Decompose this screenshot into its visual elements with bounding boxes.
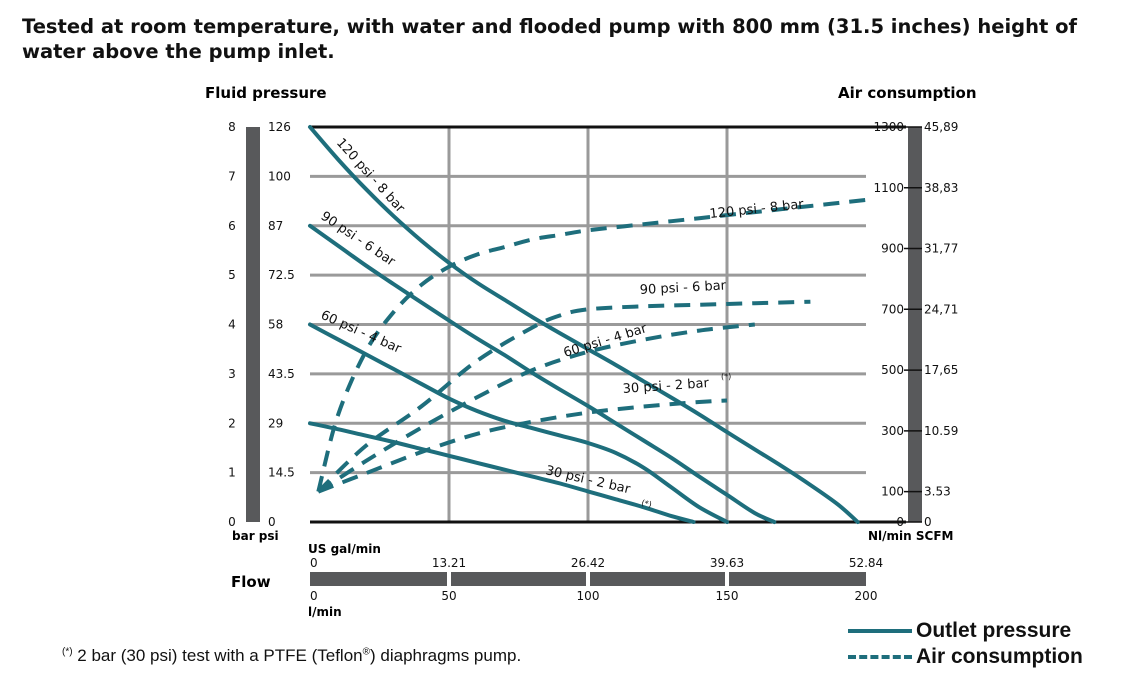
- air-consumption-curve-3: [317, 398, 728, 494]
- flow-label: Flow: [231, 573, 271, 591]
- psi-tick-label: 126: [268, 120, 291, 134]
- left-axis-title: Fluid pressure: [205, 84, 327, 102]
- scfm-tick-label: 45,89: [924, 120, 958, 134]
- outlet-pressure-curve-1: [308, 223, 777, 524]
- footnote-text-b: ) diaphragms pump.: [370, 646, 522, 665]
- right-axis-bar: [908, 127, 922, 522]
- bar-tick-label: 6: [228, 219, 236, 233]
- outlet-pressure-curve-0: [308, 125, 860, 524]
- scfm-tick-label: 0: [924, 515, 932, 529]
- bar-tick-label: 7: [228, 169, 236, 183]
- lmin-tick-label: 50: [441, 589, 456, 603]
- scfm-tick-label: 10.59: [924, 424, 958, 438]
- psi-tick-label: 87: [268, 219, 283, 233]
- flow-bar-tick: [586, 572, 590, 586]
- scfm-tick-label: 3.53: [924, 485, 951, 499]
- ac30-star: (*): [721, 372, 731, 381]
- solid-line-swatch: [848, 629, 912, 633]
- psi-tick-label: 43.5: [268, 367, 295, 381]
- outlet-pressure-curve-3: [308, 421, 696, 524]
- bar-tick-label: 5: [228, 268, 236, 282]
- right-axis-units: Nl/min SCFM: [868, 529, 953, 543]
- tick-labels: 8 126 7 100 6 87 5 72.5 4 58 3 43.5 2 29 1 14.5 0 0 1300 45…: [228, 120, 958, 603]
- air-consumption-curve-0: [316, 197, 867, 493]
- left-axis-units: bar psi: [232, 529, 279, 543]
- scfm-tick-label: 17,65: [924, 363, 958, 377]
- lmin-tick-label: 0: [310, 589, 318, 603]
- nl-tick-label: 1100: [873, 181, 904, 195]
- ac120-label: 120 psi - 8 bar: [709, 197, 805, 222]
- chart-heading: Tested at room temperature, with water a…: [22, 15, 1077, 63]
- ac30-label: 30 psi - 2 bar: [622, 376, 710, 397]
- nl-tick-label: 300: [881, 424, 904, 438]
- ac90-label: 90 psi - 6 bar: [639, 278, 727, 298]
- legend-air: Air consumption: [848, 644, 1083, 670]
- op30-star: (*): [641, 498, 653, 509]
- psi-tick-label: 100: [268, 169, 291, 183]
- usgal-tick-label: 13.21: [432, 556, 466, 570]
- scfm-tick-label: 31,77: [924, 242, 958, 256]
- legend: Outlet pressure Air consumption: [848, 618, 1083, 670]
- psi-tick-label: 72.5: [268, 268, 295, 282]
- nl-tick-label: 900: [881, 242, 904, 256]
- bar-tick-label: 0: [228, 515, 236, 529]
- curves: [308, 125, 867, 524]
- legend-outlet-label: Outlet pressure: [916, 619, 1072, 642]
- usgal-label: US gal/min: [308, 542, 381, 556]
- grid: [310, 125, 906, 524]
- usgal-tick-label: 52.84: [849, 556, 883, 570]
- curve-labels: 120 psi - 8 bar 90 psi - 6 bar 60 psi - …: [318, 136, 805, 510]
- legend-outlet: Outlet pressure: [848, 618, 1083, 644]
- psi-tick-label: 14.5: [268, 466, 295, 480]
- nl-tick-label: 0: [896, 515, 904, 529]
- dashed-line-swatch: [848, 655, 912, 659]
- axis-bars: [246, 127, 922, 586]
- bar-tick-label: 8: [228, 120, 236, 134]
- nl-tick-label: 700: [881, 302, 904, 316]
- nl-tick-label: 500: [881, 363, 904, 377]
- flow-bar-tick: [725, 572, 729, 586]
- lmin-tick-label: 200: [855, 589, 878, 603]
- air-consumption-curve-1: [316, 299, 811, 494]
- right-axis-title: Air consumption: [838, 84, 977, 102]
- bar-tick-label: 3: [228, 367, 236, 381]
- footnote: (*) 2 bar (30 psi) test with a PTFE (Tef…: [62, 646, 521, 666]
- scfm-tick-label: 38,83: [924, 181, 958, 195]
- nl-tick-label: 100: [881, 485, 904, 499]
- lmin-tick-label: 100: [577, 589, 600, 603]
- bar-tick-label: 4: [228, 318, 236, 332]
- scfm-tick-label: 24,71: [924, 302, 958, 316]
- psi-tick-label: 58: [268, 318, 283, 332]
- flow-bar-tick: [447, 572, 451, 586]
- left-axis-bar: [246, 127, 260, 522]
- registered-mark: ®: [362, 646, 370, 658]
- footnote-marker: (*): [62, 646, 73, 658]
- lmin-label: l/min: [308, 605, 342, 619]
- usgal-tick-label: 0: [310, 556, 318, 570]
- bar-tick-label: 2: [228, 416, 236, 430]
- usgal-tick-label: 26.42: [571, 556, 605, 570]
- usgal-tick-label: 39.63: [710, 556, 744, 570]
- nl-tick-label: 1300: [873, 120, 904, 134]
- psi-tick-label: 0: [268, 515, 276, 529]
- legend-air-label: Air consumption: [916, 645, 1083, 668]
- psi-tick-label: 29: [268, 416, 283, 430]
- lmin-tick-label: 150: [716, 589, 739, 603]
- footnote-text-a: 2 bar (30 psi) test with a PTFE (Teflon: [72, 646, 363, 665]
- bar-tick-label: 1: [228, 466, 236, 480]
- air-consumption-curve-2: [317, 322, 756, 494]
